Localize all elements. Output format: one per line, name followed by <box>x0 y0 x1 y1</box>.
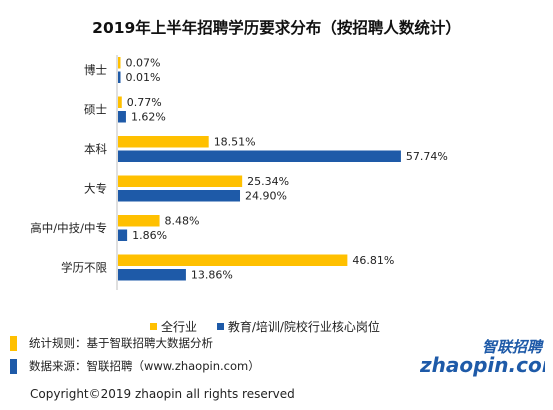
note-source-text: 数据来源：智联招聘（www.zhaopin.com） <box>29 359 260 373</box>
data-label: 13.86% <box>191 269 233 282</box>
bar-all-industry <box>118 175 243 187</box>
category-label: 学历不限 <box>61 261 107 275</box>
note-rule-marker <box>10 335 17 351</box>
legend-label-all-industry: 全行业 <box>161 320 198 334</box>
chart-title: 2019年上半年招聘学历要求分布（按招聘人数统计） <box>92 19 461 37</box>
chart-legend: 全行业 教育/培训/院校行业核心岗位 <box>150 318 396 335</box>
bar-all-industry <box>118 136 209 148</box>
data-label: 46.81% <box>352 254 394 267</box>
data-label: 8.48% <box>165 215 200 228</box>
bar-all-industry <box>118 254 348 266</box>
bar-all-industry <box>118 57 121 69</box>
bar-chart: 博士 0.07%0.01% 硕士 0.77% 1.62% 本科 18.51% 57.74% 大专… <box>30 55 448 290</box>
data-label: 0.01% <box>126 71 161 84</box>
data-label: 18.51% <box>214 136 256 149</box>
category-label: 大专 <box>84 182 107 196</box>
logo-cn-text: 智联招聘 <box>482 338 544 356</box>
category-label: 本科 <box>84 142 107 156</box>
zhaopin-logo: 智联招聘 zhaopin.com <box>420 338 545 377</box>
legend-swatch-all-industry <box>150 323 157 330</box>
category-label: 硕士 <box>84 103 107 117</box>
bar-education <box>118 269 186 281</box>
note-data-source: 数据来源：智联招聘（www.zhaopin.com） <box>10 358 260 374</box>
data-label: 0.07% <box>126 57 161 70</box>
bar-education <box>118 71 121 83</box>
note-statistics-rule: 统计规则：基于智联招聘大数据分析 <box>10 335 213 351</box>
legend-item-all-industry: 全行业 <box>150 318 197 335</box>
legend-label-education: 教育/培训/院校行业核心岗位 <box>227 320 380 334</box>
data-label: 25.34% <box>247 175 289 188</box>
data-label: 1.86% <box>132 229 167 242</box>
bar-education <box>118 229 128 241</box>
note-source-marker <box>10 358 17 374</box>
bar-education <box>118 111 126 123</box>
logo-domain-text: zhaopin.com <box>420 353 545 377</box>
data-label: 57.74% <box>406 150 448 163</box>
data-label: 24.90% <box>245 190 287 203</box>
data-label: 0.77% <box>127 96 162 109</box>
legend-item-education: 教育/培训/院校行业核心岗位 <box>216 318 380 335</box>
data-label: 1.62% <box>131 111 166 124</box>
category-label: 博士 <box>84 63 107 77</box>
bar-all-industry <box>118 96 122 108</box>
legend-swatch-education <box>216 323 224 330</box>
bar-education <box>118 190 241 202</box>
bar-education <box>118 150 401 162</box>
copyright-text: Copyright©2019 zhaopin all rights reserv… <box>30 387 295 401</box>
note-rule-text: 统计规则：基于智联招聘大数据分析 <box>29 336 213 350</box>
bar-all-industry <box>118 215 160 227</box>
category-label: 高中/中技/中专 <box>30 221 107 235</box>
